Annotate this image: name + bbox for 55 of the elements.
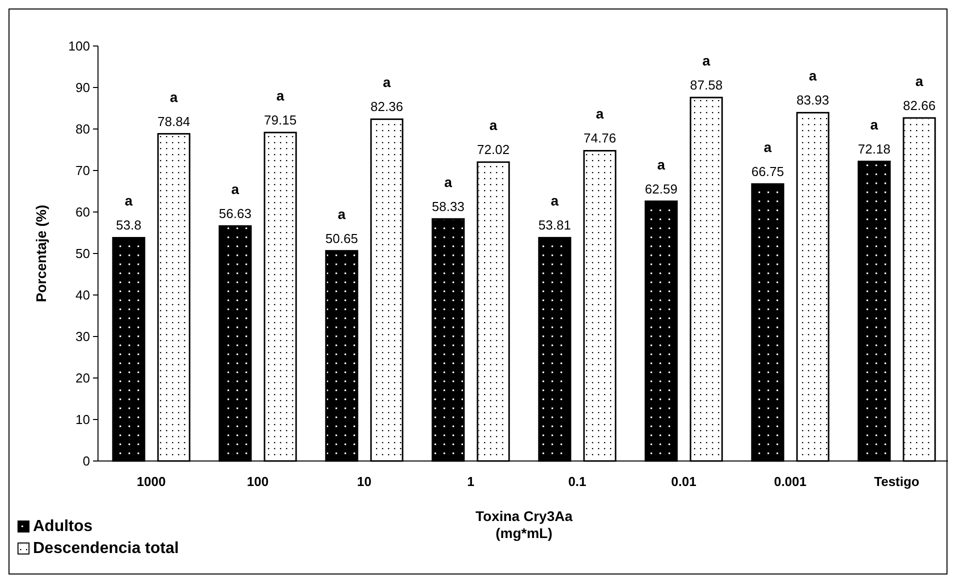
annotation: a <box>444 174 452 190</box>
data-label: 82.66 <box>903 98 936 113</box>
annotation: a <box>170 88 178 105</box>
data-label: 53.81 <box>538 218 571 233</box>
x-tick-label: 10 <box>357 474 372 489</box>
y-tick-label: 40 <box>76 288 90 303</box>
annotation: a <box>124 192 133 209</box>
x-tick-label: 0.001 <box>774 474 807 489</box>
data-label: 72.18 <box>858 141 890 156</box>
y-tick-label: 50 <box>76 246 90 262</box>
annotation: a <box>702 52 710 69</box>
y-tick-label: 0 <box>82 454 90 469</box>
annotation: a <box>489 117 498 134</box>
y-tick-label: 30 <box>76 329 90 344</box>
data-label: 53.8 <box>116 218 142 233</box>
annotation: a <box>870 116 878 132</box>
data-label: 58.33 <box>432 198 464 214</box>
x-tick-label: 0.01 <box>671 474 696 489</box>
legend-label: Descendencia total <box>33 540 179 557</box>
y-tick-label: 20 <box>76 370 90 386</box>
x-tick-label: 1000 <box>136 474 166 489</box>
y-tick-label: 70 <box>76 163 90 178</box>
data-label: 83.93 <box>796 92 830 108</box>
y-axis-title: Porcentaje (%) <box>33 204 49 302</box>
data-label: 79.15 <box>264 112 297 128</box>
data-label: 87.58 <box>690 78 723 93</box>
y-tick-label: 60 <box>76 204 90 220</box>
y-tick-label: 90 <box>76 80 90 96</box>
x-tick-label: Testigo <box>874 474 920 489</box>
legend-label: Adultos <box>33 518 93 535</box>
data-label: 74.76 <box>584 130 616 146</box>
data-label: 56.63 <box>218 206 252 221</box>
annotation: a <box>808 68 817 84</box>
annotation: a <box>657 156 666 172</box>
x-tick-label: 100 <box>246 474 269 489</box>
data-label: 72.02 <box>477 142 510 158</box>
data-label: 66.75 <box>751 164 784 179</box>
data-label: 78.84 <box>158 114 190 129</box>
y-tick-label: 100 <box>68 38 90 54</box>
x-tick-label: 1 <box>467 474 474 489</box>
x-tick-label: 0.1 <box>568 474 586 489</box>
y-tick-label: 80 <box>76 122 90 137</box>
annotation: a <box>338 206 346 222</box>
annotation: a <box>276 88 284 104</box>
annotation: a <box>550 192 559 209</box>
x-axis-title: Toxina Cry3Aa (mg*mL) <box>476 508 573 541</box>
data-label: 50.65 <box>325 230 358 246</box>
y-tick-label: 10 <box>76 412 90 428</box>
annotation: a <box>915 72 924 89</box>
annotation: a <box>382 74 391 90</box>
data-label: 82.36 <box>370 99 404 114</box>
data-label: 62.59 <box>644 181 678 196</box>
annotation: a <box>231 180 240 197</box>
annotation: a <box>596 106 604 122</box>
annotation: a <box>764 138 772 155</box>
